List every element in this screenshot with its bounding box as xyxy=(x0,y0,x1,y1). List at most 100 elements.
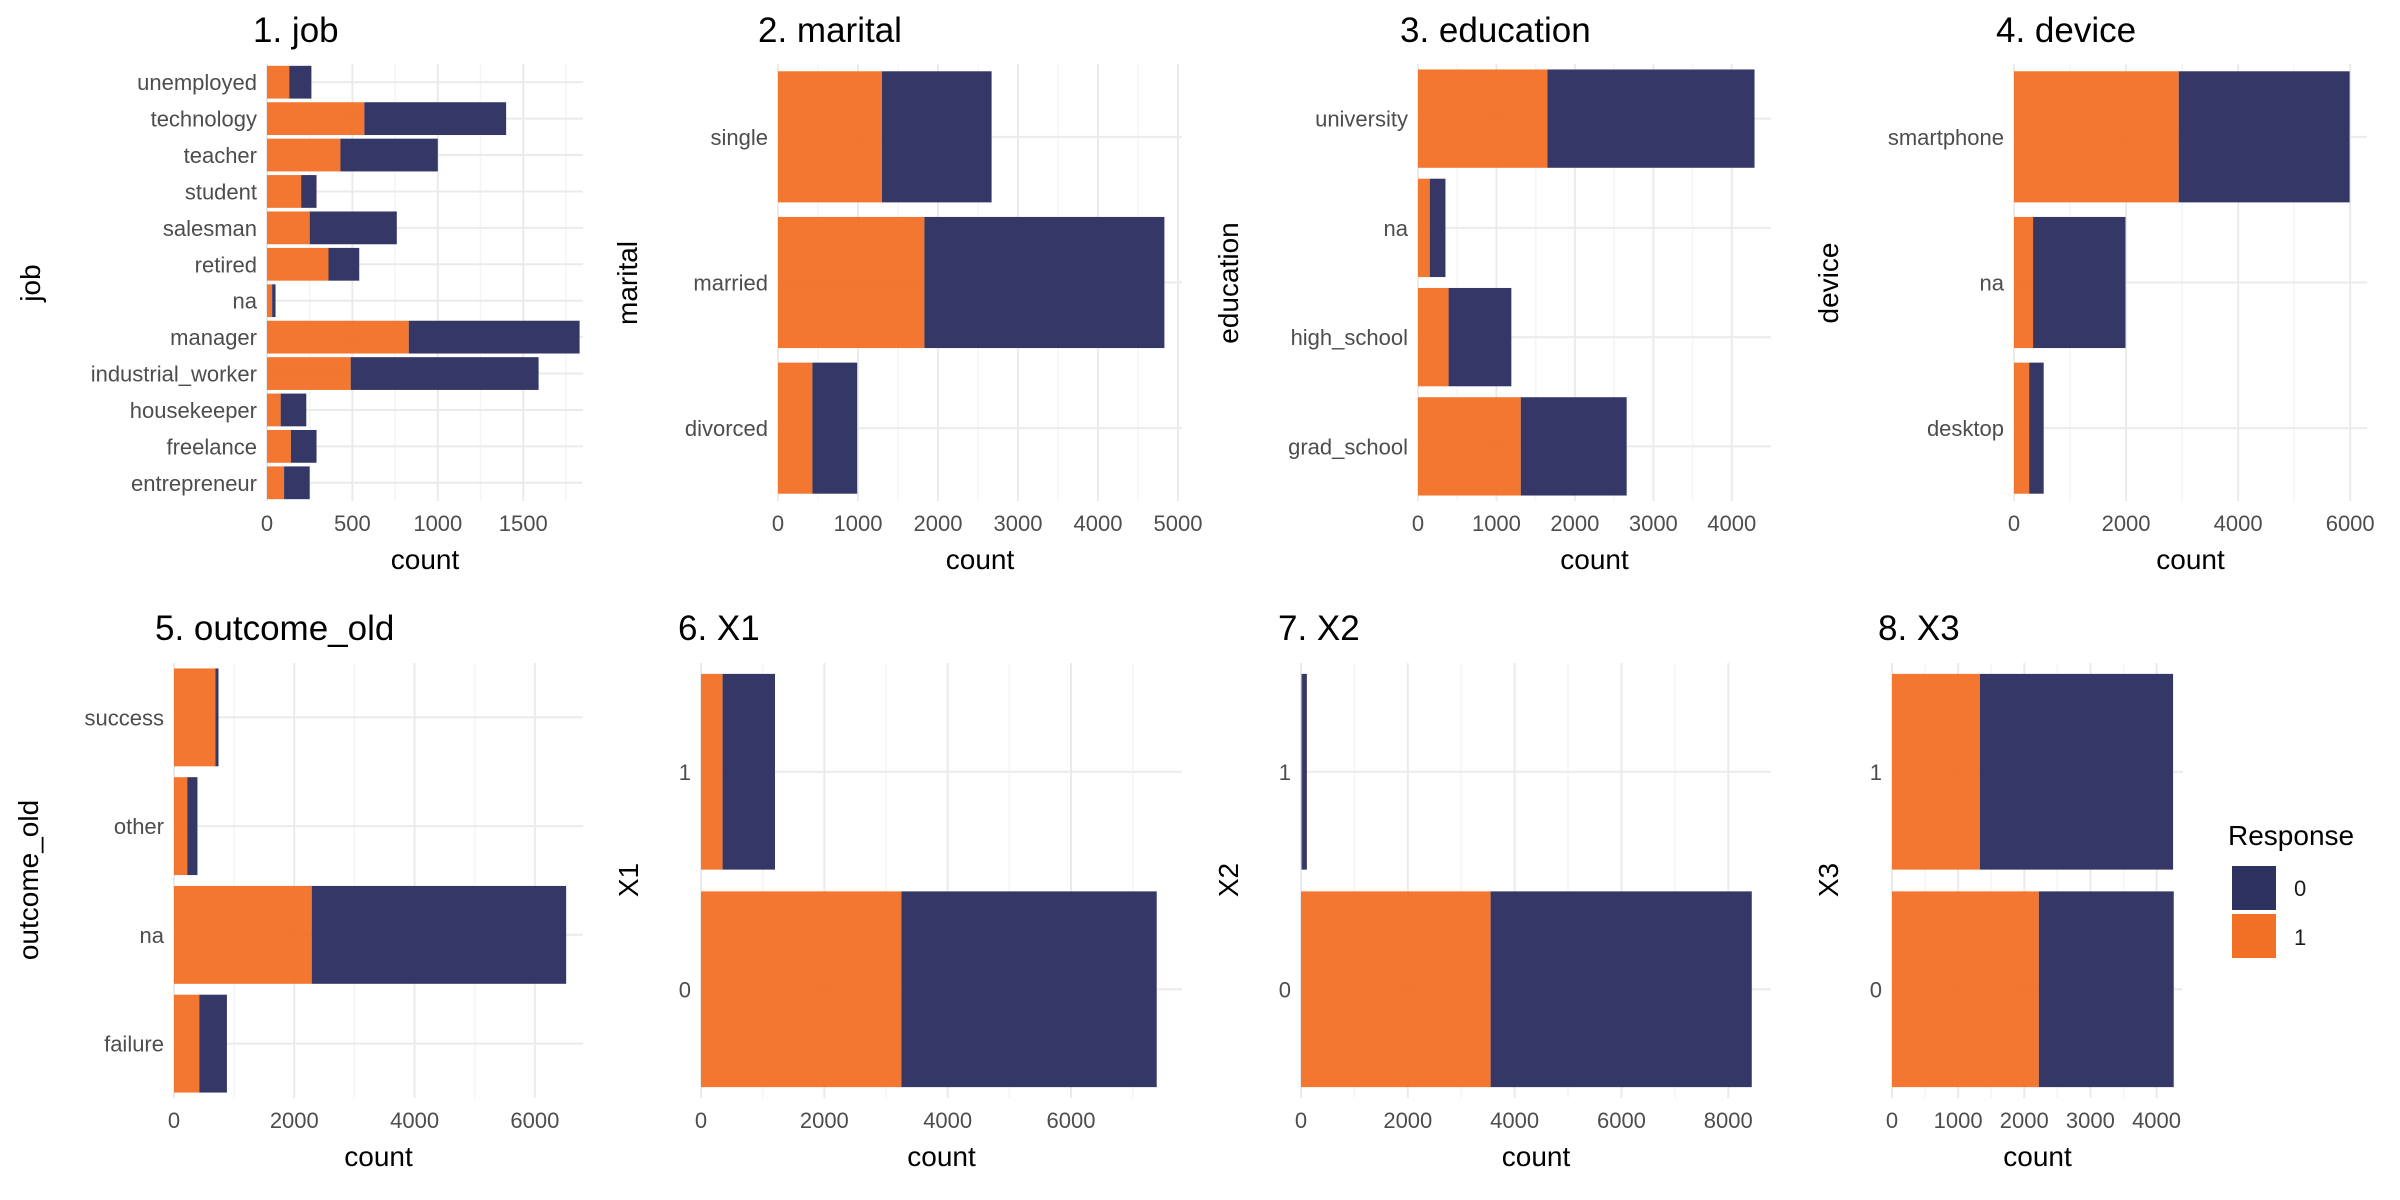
y-tick-label: na xyxy=(233,289,258,314)
bar-high_school-response-0 xyxy=(1448,287,1512,387)
y-tick-label: divorced xyxy=(685,416,768,441)
x-tick-label: 4000 xyxy=(2132,1108,2181,1133)
bar-other-response-0 xyxy=(187,777,198,876)
x-tick-label: 6000 xyxy=(1597,1108,1646,1133)
bar-1-response-0 xyxy=(1979,673,2174,870)
bar-technology-response-1 xyxy=(267,102,365,136)
bar-divorced-response-0 xyxy=(812,362,858,494)
bar-salesman-response-0 xyxy=(309,211,397,245)
bar-unemployed-response-0 xyxy=(289,65,312,99)
x-tick-label: 5000 xyxy=(1154,511,1203,536)
y-tick-label: teacher xyxy=(184,143,257,168)
x-tick-label: 4000 xyxy=(1074,511,1123,536)
x-axis-title: count xyxy=(1502,1141,1571,1172)
bar-na-response-0 xyxy=(272,284,276,318)
panel-title: 6. X1 xyxy=(678,609,760,648)
bar-housekeeper-response-0 xyxy=(280,393,307,427)
bar-na-response-1 xyxy=(2014,216,2034,349)
bar-married-response-1 xyxy=(778,216,925,349)
bar-na-response-0 xyxy=(2033,216,2126,349)
bar-industrial_worker-response-0 xyxy=(350,357,539,390)
y-tick-label: na xyxy=(1384,216,1409,241)
x-tick-label: 2000 xyxy=(270,1108,319,1133)
panel-2: divorced married single 0 1000 2000 3000 4000 50… xyxy=(612,11,1202,575)
y-tick-label: entrepreneur xyxy=(131,471,257,496)
y-tick-label: single xyxy=(711,125,768,150)
bar-grad_school-response-0 xyxy=(1520,397,1627,496)
bar-grad_school-response-1 xyxy=(1418,397,1521,496)
y-tick-label: housekeeper xyxy=(130,398,257,423)
bar-0-response-1 xyxy=(701,891,902,1088)
bar-single-response-0 xyxy=(882,71,992,203)
y-tick-label: 0 xyxy=(1870,977,1882,1002)
x-tick-label: 0 xyxy=(695,1108,707,1133)
x-tick-label: 0 xyxy=(1412,511,1424,536)
x-tick-label: 6000 xyxy=(510,1108,559,1133)
bar-1-response-0 xyxy=(722,673,775,870)
bar-success-response-0 xyxy=(215,668,219,767)
bar-high_school-response-1 xyxy=(1418,287,1449,387)
bar-na-response-1 xyxy=(267,284,273,318)
bar-technology-response-0 xyxy=(364,102,507,136)
bar-salesman-response-1 xyxy=(267,211,310,245)
legend-title: Response xyxy=(2228,820,2354,851)
x-tick-label: 8000 xyxy=(1704,1108,1753,1133)
y-tick-label: success xyxy=(85,705,164,730)
bar-retired-response-1 xyxy=(267,247,329,281)
x-axis-title: count xyxy=(946,544,1015,575)
y-tick-label: 0 xyxy=(679,977,691,1002)
y-tick-label: salesman xyxy=(163,216,257,241)
bar-teacher-response-0 xyxy=(340,138,438,172)
y-tick-label: na xyxy=(1980,271,2005,296)
x-tick-label: 4000 xyxy=(2214,511,2263,536)
x-tick-label: 1000 xyxy=(413,511,462,536)
y-axis-title: X1 xyxy=(613,863,644,897)
y-axis-title: job xyxy=(15,264,46,302)
x-tick-label: 500 xyxy=(334,511,371,536)
bar-na-response-1 xyxy=(1418,178,1430,278)
x-tick-label: 6000 xyxy=(2326,511,2375,536)
x-axis-title: count xyxy=(2156,544,2225,575)
x-tick-label: 4000 xyxy=(390,1108,439,1133)
y-tick-label: desktop xyxy=(1927,416,2004,441)
panel-title: 8. X3 xyxy=(1878,609,1960,648)
panel-6: 0 1 0 2000 4000 6000 6. X1 count X1 xyxy=(613,609,1182,1172)
y-tick-label: married xyxy=(693,271,768,296)
y-tick-label: 1 xyxy=(1279,760,1291,785)
x-tick-label: 0 xyxy=(1886,1108,1898,1133)
y-tick-label: smartphone xyxy=(1888,125,2004,150)
bar-single-response-1 xyxy=(778,71,882,203)
bar-other-response-1 xyxy=(174,777,188,876)
x-tick-label: 1500 xyxy=(499,511,548,536)
bar-desktop-response-0 xyxy=(2029,362,2044,494)
y-tick-label: failure xyxy=(104,1032,164,1057)
y-tick-label: industrial_worker xyxy=(91,362,257,387)
bar-student-response-0 xyxy=(301,175,317,208)
bar-manager-response-0 xyxy=(408,320,580,354)
panel-8: 0 1 0 1000 2000 3000 4000 8. X3 count X3 xyxy=(1813,609,2183,1172)
bar-0-response-1 xyxy=(1301,891,1491,1088)
panel-title: 7. X2 xyxy=(1278,609,1360,648)
x-tick-label: 4000 xyxy=(1490,1108,1539,1133)
bar-na-response-0 xyxy=(1429,178,1446,278)
x-tick-label: 3000 xyxy=(994,511,1043,536)
x-tick-label: 0 xyxy=(1295,1108,1307,1133)
x-tick-label: 0 xyxy=(772,511,784,536)
bar-freelance-response-1 xyxy=(267,429,291,463)
bar-failure-response-0 xyxy=(199,994,227,1093)
bar-manager-response-1 xyxy=(267,320,409,354)
y-tick-label: university xyxy=(1315,107,1408,132)
y-axis-title: education xyxy=(1213,222,1244,343)
x-axis-title: count xyxy=(391,544,460,575)
bar-na-response-0 xyxy=(311,885,567,984)
y-axis-title: X3 xyxy=(1813,863,1844,897)
bar-0-response-0 xyxy=(1490,891,1752,1088)
bar-unemployed-response-1 xyxy=(267,65,290,99)
y-tick-label: high_school xyxy=(1291,325,1408,350)
bar-0-response-0 xyxy=(2038,891,2174,1088)
chart-panels: entrepreneur freelance housekeeper industri… xyxy=(13,11,2375,1172)
y-tick-label: other xyxy=(114,814,164,839)
bar-1-response-0 xyxy=(1302,673,1307,870)
panel-1: entrepreneur freelance housekeeper industri… xyxy=(15,11,583,575)
